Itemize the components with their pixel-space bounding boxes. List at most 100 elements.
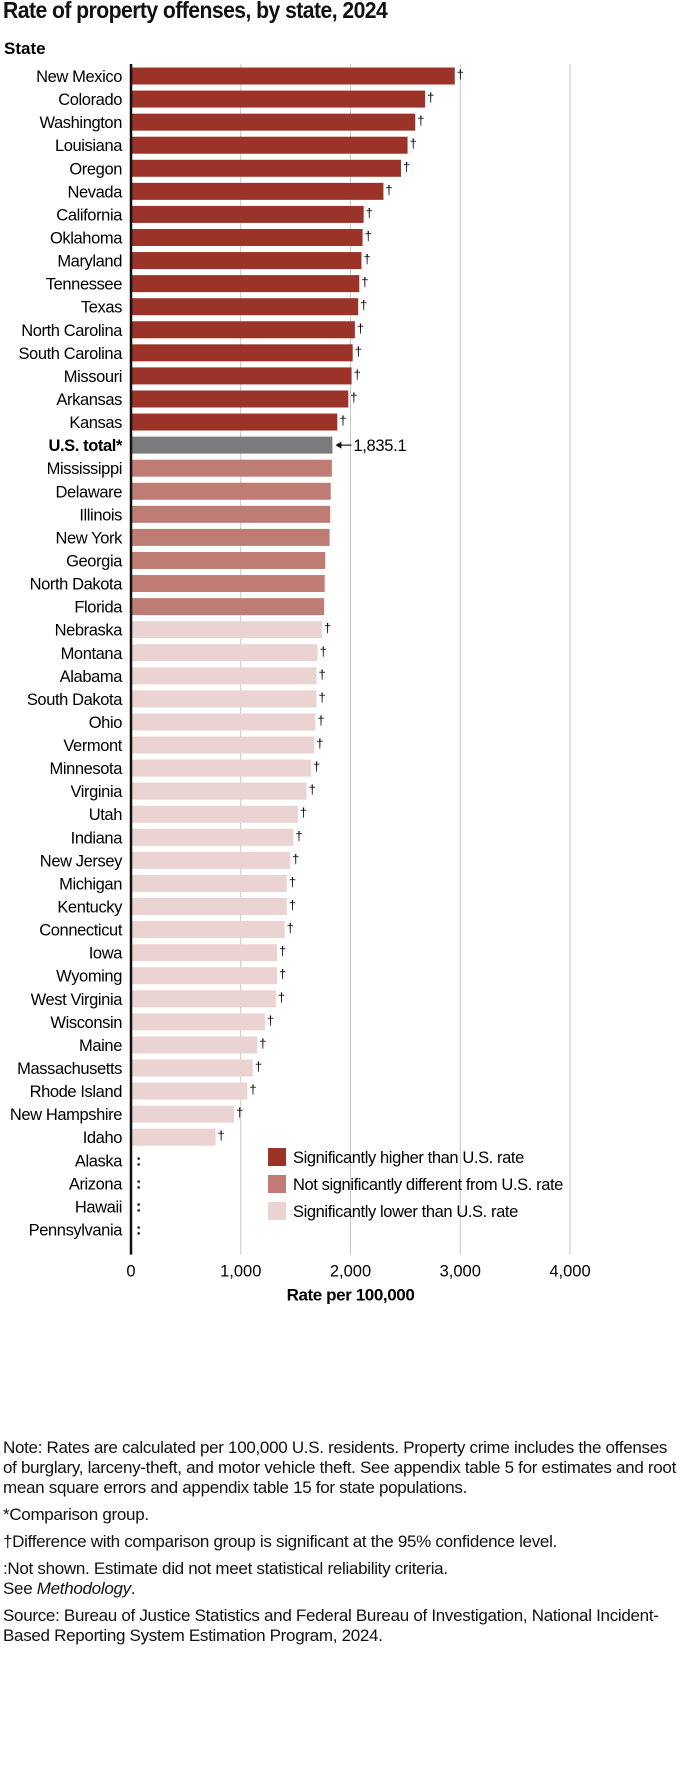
chart-title: Rate of property offenses, by state, 202… (3, 0, 388, 23)
bar-maine (131, 1036, 258, 1054)
marker-maine: † (259, 1036, 266, 1051)
state-label-arkansas: Arkansas (56, 391, 122, 409)
bar-iowa (131, 944, 277, 962)
legend-swatch-not_different (268, 1175, 286, 1193)
legend-label-not_different: Not significantly different from U.S. ra… (293, 1176, 563, 1194)
marker-nevada: † (385, 182, 392, 197)
marker-minnesota: † (313, 759, 320, 774)
x-axis-label: Rate per 100,000 (287, 1286, 415, 1305)
marker-michigan: † (289, 874, 296, 889)
bar-arkansas (131, 390, 349, 408)
state-label-wyoming: Wyoming (56, 968, 122, 986)
not-shown-marker-arizona: : (136, 1175, 141, 1192)
state-label-idaho: Idaho (83, 1129, 123, 1147)
bar-north-carolina (131, 321, 355, 339)
state-label-kentucky: Kentucky (57, 899, 123, 917)
bar-new-york (131, 528, 330, 546)
marker-south-carolina: † (355, 344, 362, 359)
bar-kansas (131, 413, 338, 431)
marker-california: † (366, 205, 373, 220)
marker-kansas: † (339, 413, 346, 428)
marker-new-jersey: † (292, 851, 299, 866)
marker-connecticut: † (287, 921, 294, 936)
bar-michigan (131, 874, 287, 892)
note-text: Note: Rates are calculated per 100,000 U… (3, 1438, 676, 1497)
marker-louisiana: † (410, 136, 417, 151)
total-annotation: 1,835.1 (353, 437, 406, 455)
marker-tennessee: † (361, 275, 368, 290)
bar-kentucky (131, 898, 287, 916)
marker-virginia: † (309, 782, 316, 797)
bar-south-carolina (131, 344, 353, 362)
state-label-montana: Montana (61, 645, 124, 663)
bar-missouri (131, 367, 352, 385)
bar-georgia (131, 551, 326, 569)
marker-oregon: † (403, 159, 410, 174)
marker-new-mexico: † (457, 67, 464, 82)
methodology-link[interactable]: Methodology (36, 1579, 131, 1598)
state-label-california: California (56, 206, 123, 224)
marker-kentucky: † (289, 898, 296, 913)
marker-washington: † (417, 113, 424, 128)
bar-north-dakota (131, 575, 325, 593)
marker-montana: † (320, 644, 327, 659)
state-label-rhode-island: Rhode Island (30, 1083, 123, 1101)
bar-california (131, 205, 364, 223)
marker-new-hampshire: † (236, 1105, 243, 1120)
state-label-maine: Maine (79, 1037, 122, 1055)
bar-connecticut (131, 921, 285, 939)
state-label-indiana: Indiana (71, 829, 124, 847)
state-label-mississippi: Mississippi (47, 460, 122, 478)
not-shown-marker-alaska: : (136, 1152, 141, 1169)
state-label-delaware: Delaware (56, 483, 123, 501)
marker-oklahoma: † (365, 228, 372, 243)
bar-delaware (131, 482, 331, 500)
marker-colorado: † (427, 90, 434, 105)
state-label-alaska: Alaska (75, 1152, 123, 1170)
bar-nevada (131, 182, 384, 200)
source-text: Source: Bureau of Justice Statistics and… (3, 1606, 659, 1645)
x-tick-label-3000: 3,000 (440, 1263, 481, 1281)
bar-maryland (131, 252, 362, 270)
marker-arkansas: † (350, 390, 357, 405)
bar-florida (131, 598, 325, 616)
state-label-michigan: Michigan (59, 875, 122, 893)
state-label-pennsylvania: Pennsylvania (29, 1222, 124, 1240)
not-shown-footnote: :Not shown. Estimate did not meet statis… (3, 1559, 448, 1578)
bar-montana (131, 644, 318, 662)
state-label-iowa: Iowa (89, 945, 123, 963)
state-label-utah: Utah (89, 806, 122, 824)
state-label-minnesota: Minnesota (49, 760, 123, 778)
bar-ohio (131, 713, 316, 731)
marker-rhode-island: † (249, 1082, 256, 1097)
bar-rhode-island (131, 1082, 248, 1100)
state-label-nevada: Nevada (68, 183, 124, 201)
state-label-oregon: Oregon (69, 160, 122, 178)
marker-wyoming: † (279, 967, 286, 982)
marker-north-carolina: † (357, 321, 364, 336)
state-label-kansas: Kansas (69, 414, 122, 432)
bar-oklahoma (131, 228, 363, 246)
state-label-massachusetts: Massachusetts (17, 1060, 122, 1078)
marker-maryland: † (363, 252, 370, 267)
marker-texas: † (360, 298, 367, 313)
comparison-footnote: *Comparison group. (3, 1505, 149, 1524)
methodology-prefix: See (3, 1579, 37, 1598)
marker-nebraska: † (324, 621, 331, 636)
methodology-suffix: . (130, 1579, 136, 1598)
state-label-ohio: Ohio (89, 714, 122, 732)
state-label-new-mexico: New Mexico (36, 68, 122, 86)
not-shown-marker-pennsylvania: : (136, 1222, 141, 1239)
state-label-tennessee: Tennessee (46, 276, 122, 294)
bar-massachusetts (131, 1059, 253, 1077)
bar-indiana (131, 828, 294, 846)
state-label-new-jersey: New Jersey (40, 852, 123, 870)
state-label-washington: Washington (39, 114, 122, 132)
x-tick-label-4000: 4,000 (549, 1263, 590, 1281)
bar-new-mexico (131, 67, 455, 85)
state-label-florida: Florida (74, 599, 123, 617)
state-label-colorado: Colorado (58, 91, 122, 109)
bar-washington (131, 113, 416, 131)
state-label-north-carolina: North Carolina (21, 322, 123, 340)
marker-utah: † (300, 805, 307, 820)
